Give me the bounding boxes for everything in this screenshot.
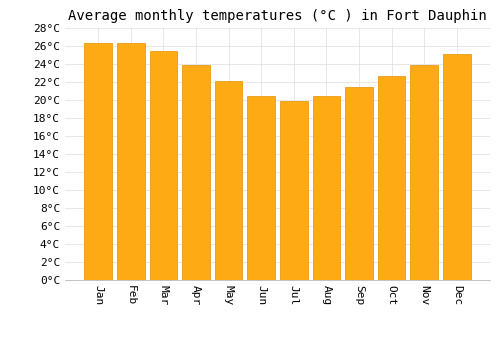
Bar	[150, 50, 177, 280]
Bar	[312, 96, 340, 280]
Bar	[248, 96, 275, 280]
Bar	[443, 54, 470, 280]
Bar	[410, 65, 438, 280]
Bar	[345, 88, 373, 280]
Bar	[182, 65, 210, 280]
Bar	[117, 43, 144, 280]
Bar	[378, 76, 406, 280]
Title: Average monthly temperatures (°C ) in Fort Dauphin: Average monthly temperatures (°C ) in Fo…	[68, 9, 487, 23]
Bar	[84, 43, 112, 280]
Bar	[280, 101, 307, 280]
Bar	[214, 81, 242, 280]
